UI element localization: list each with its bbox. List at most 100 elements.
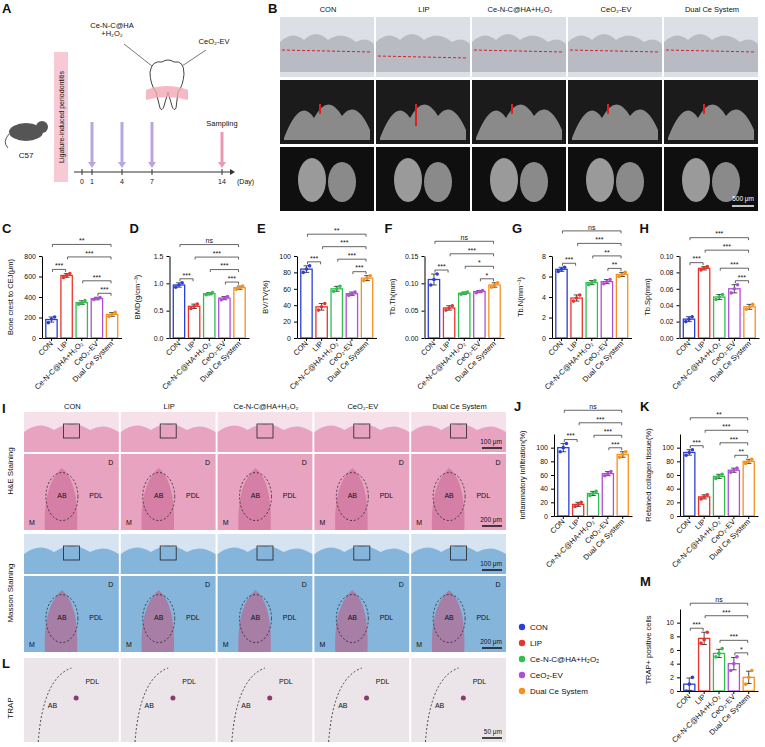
y-tick: 100 bbox=[279, 253, 297, 260]
region-label: PDL bbox=[476, 492, 490, 499]
x-tick-label: Dual Ce System bbox=[707, 517, 752, 562]
bar bbox=[616, 274, 627, 338]
x-tick: Dual Ce System bbox=[707, 516, 752, 562]
ct-sagittal-bone bbox=[668, 104, 754, 140]
x-tick-mark bbox=[748, 516, 749, 519]
x-tick-mark bbox=[748, 691, 749, 694]
x-axis: CONLIPCe-N-C@HA+H₂O₂CeO₂-EVDual Ce Syste… bbox=[670, 516, 758, 569]
zoom-tissue bbox=[335, 590, 368, 652]
overview-image bbox=[121, 412, 216, 452]
significance-label: *** bbox=[310, 255, 318, 262]
significance-bracket bbox=[225, 282, 238, 285]
region-label: PDL bbox=[89, 614, 103, 621]
ct-cross-image bbox=[568, 147, 662, 211]
significance-bracket bbox=[338, 259, 366, 262]
marks bbox=[558, 442, 629, 516]
y-tick: 20 bbox=[283, 318, 297, 325]
data-point bbox=[717, 295, 721, 299]
y-tick-label: 0.05 bbox=[405, 307, 419, 314]
data-point bbox=[687, 451, 691, 455]
panel-letter: H bbox=[640, 221, 649, 236]
significance-label: *** bbox=[611, 441, 619, 448]
overview-image bbox=[24, 412, 119, 452]
region-label: AB bbox=[145, 702, 155, 709]
x-tick-mark bbox=[719, 338, 720, 341]
significance-label: *** bbox=[93, 274, 101, 281]
ct-cross-tooth bbox=[298, 158, 326, 202]
overview-tissue bbox=[314, 546, 409, 574]
data-point bbox=[556, 270, 560, 274]
y-tick-label: 20 bbox=[666, 499, 674, 506]
x-tick-mark bbox=[66, 338, 67, 341]
y-tick: 0 bbox=[544, 513, 554, 520]
ct-sagittal-image bbox=[664, 80, 758, 144]
y-tick: 8 bbox=[542, 253, 552, 260]
overview-image bbox=[314, 412, 409, 452]
zoom-image bbox=[218, 454, 313, 530]
data-point bbox=[444, 308, 448, 312]
y-tick-label: 60 bbox=[540, 472, 548, 479]
y-tick-label: 100 bbox=[662, 444, 674, 451]
y-axis-title: BMD(g/cm⁻³) bbox=[133, 274, 142, 319]
region-label: D bbox=[108, 581, 113, 588]
y-tick: 0.10 bbox=[660, 253, 680, 260]
significance-label: *** bbox=[567, 432, 575, 439]
ct-sagittal-marker bbox=[511, 104, 513, 114]
error-bar bbox=[746, 671, 752, 683]
region-outline bbox=[143, 595, 175, 643]
data-point bbox=[576, 503, 580, 507]
data-point bbox=[332, 289, 336, 293]
significance-label: *** bbox=[85, 250, 93, 257]
region-label: M bbox=[319, 641, 325, 648]
ct-sagittal-bone bbox=[284, 104, 370, 140]
x-axis: CONLIPCe-N-C@HA+H₂O₂CeO₂-EVDual Ce Syste… bbox=[160, 338, 249, 391]
y-tick-mark bbox=[294, 272, 297, 273]
scale-bar-label: 100 μm bbox=[480, 438, 502, 446]
y-tick-mark bbox=[551, 448, 554, 449]
x-tick-mark bbox=[622, 338, 623, 341]
significance-label: *** bbox=[595, 236, 603, 243]
x-tick-label: CON bbox=[164, 339, 182, 357]
treatment-arrow bbox=[124, 44, 152, 66]
significance-bracket bbox=[353, 272, 366, 275]
y-tick-label: 0.10 bbox=[660, 253, 674, 260]
plot-area: 020406080100CONLIPCe-N-C@HA+H₂O₂CeO₂-EVD… bbox=[518, 403, 633, 569]
bar bbox=[76, 303, 87, 338]
ct-3d-image bbox=[664, 17, 758, 77]
x-tick-mark bbox=[178, 338, 179, 341]
x-tick-label: Dual Ce System bbox=[453, 339, 498, 384]
region-label: PDL bbox=[380, 492, 394, 499]
day-tick bbox=[152, 169, 153, 175]
model-band bbox=[54, 52, 68, 182]
ct-sagittal-image bbox=[472, 80, 566, 144]
row-label: H&E Staining bbox=[6, 447, 15, 495]
data-point bbox=[691, 448, 695, 452]
marks bbox=[683, 265, 755, 338]
significance-bracket bbox=[579, 423, 622, 426]
panel-letter: C bbox=[2, 221, 12, 236]
y-tick: 0.02 bbox=[660, 318, 680, 325]
day-tick bbox=[82, 169, 83, 175]
region-label: PDL bbox=[186, 492, 200, 499]
significance-label: *** bbox=[355, 264, 363, 271]
significance-label: *** bbox=[55, 262, 63, 269]
data-point bbox=[481, 289, 485, 293]
day-label: 0 bbox=[80, 178, 84, 185]
trap-cell bbox=[461, 696, 466, 701]
significance-bracket bbox=[68, 257, 111, 260]
data-point bbox=[687, 317, 691, 321]
bar bbox=[571, 298, 582, 338]
y-tick-label: 0.15 bbox=[405, 253, 419, 260]
sampling-arrow bbox=[221, 132, 224, 163]
y-tick-label: 4 bbox=[542, 294, 546, 301]
y-tick: 2 bbox=[542, 314, 552, 321]
y-tick: 0.08 bbox=[660, 269, 680, 276]
injection-arrow bbox=[121, 122, 124, 163]
y-tick: 2 bbox=[670, 674, 680, 681]
y-tick: 0 bbox=[542, 335, 552, 342]
scale-bar bbox=[482, 737, 502, 739]
x-tick-label: CON bbox=[292, 339, 310, 357]
y-axis: 0.000.050.100.15 bbox=[405, 253, 425, 342]
marks bbox=[46, 272, 118, 338]
injection-arrowhead bbox=[148, 162, 156, 168]
